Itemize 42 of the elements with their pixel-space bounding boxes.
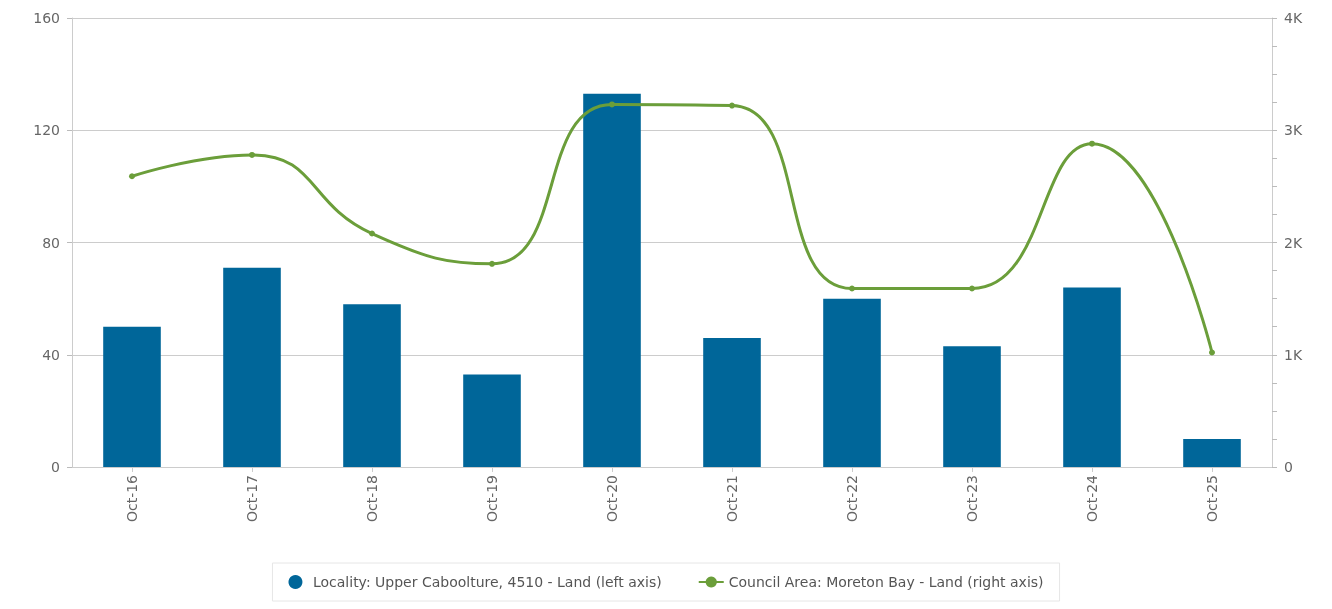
bar <box>1063 287 1121 467</box>
bar <box>103 326 161 467</box>
y2-tick-label: 2K <box>1284 234 1303 251</box>
x-tick-label: Oct-25 <box>1204 475 1220 523</box>
x-tick-label: Oct-20 <box>604 475 620 523</box>
point <box>489 260 495 267</box>
point <box>729 102 735 109</box>
x-tick-label: Oct-17 <box>244 475 260 523</box>
y-tick-label: 0 <box>51 459 60 475</box>
legend-label: Council Area: Moreton Bay - Land (right axis) <box>728 574 1044 590</box>
bar <box>943 346 1001 467</box>
x-tick-label: Oct-22 <box>844 475 860 523</box>
x-tick-label: Oct-21 <box>724 475 740 523</box>
x-tick-label: Oct-23 <box>964 475 980 523</box>
bar <box>583 93 641 467</box>
point <box>1209 349 1215 356</box>
y-tick-label: 80 <box>42 234 60 251</box>
point <box>849 285 855 292</box>
point <box>249 151 255 158</box>
x-tick-label: Oct-16 <box>124 474 140 523</box>
bar <box>223 267 281 467</box>
bar <box>463 374 521 467</box>
legend-label: Locality: Upper Caboolture, 4510 - Land (left axis) <box>312 574 662 590</box>
point <box>609 101 615 108</box>
y2-tick-label: 1K <box>1284 346 1303 363</box>
point <box>129 173 135 180</box>
y-tick-label: 120 <box>33 122 60 139</box>
y-tick-label: 160 <box>33 10 60 26</box>
bar <box>823 298 881 467</box>
point <box>369 230 375 237</box>
bar <box>1183 438 1241 467</box>
bar <box>343 304 401 467</box>
x-tick-label: Oct-24 <box>1084 474 1100 523</box>
x-tick-label: Oct-19 <box>484 475 500 523</box>
bar <box>703 337 761 467</box>
x-tick-label: Oct-18 <box>364 475 380 523</box>
y2-tick-label: 0 <box>1284 459 1293 475</box>
point <box>1089 140 1095 147</box>
y2-tick-label: 3K <box>1284 122 1303 139</box>
point <box>969 285 975 292</box>
y2-tick-label: 4K <box>1284 10 1303 26</box>
y-tick-label: 40 <box>42 346 60 363</box>
